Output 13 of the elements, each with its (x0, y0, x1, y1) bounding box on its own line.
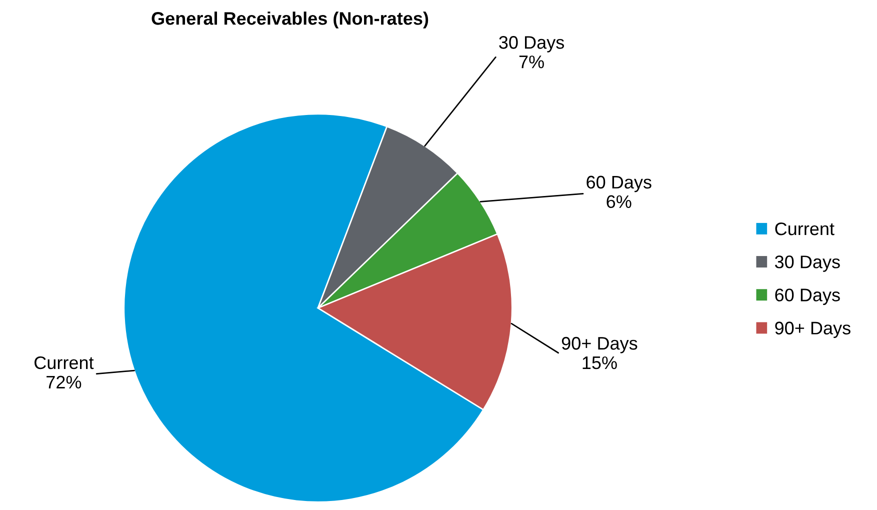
slice-label: Current (34, 356, 94, 370)
legend-label: Current (775, 222, 834, 236)
legend-label: 30 Days (774, 256, 840, 272)
data-label: 15% (582, 356, 617, 370)
slice-label: 60 Days (586, 176, 652, 192)
data-label: 6% (606, 195, 632, 208)
chart-title: General Receivables (Non-rates) (152, 12, 428, 28)
legend-label: 60 Days (775, 288, 840, 305)
slice-label: 90+ Days (562, 336, 638, 354)
data-label: 72% (46, 376, 82, 388)
data-label: 7% (519, 56, 544, 68)
slice-label: 30 Days (499, 36, 564, 52)
legend-label: 90+ Days (775, 322, 850, 338)
